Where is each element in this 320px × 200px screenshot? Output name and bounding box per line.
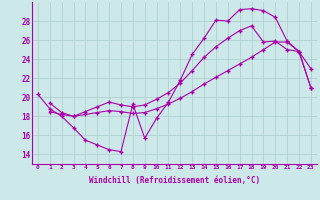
X-axis label: Windchill (Refroidissement éolien,°C): Windchill (Refroidissement éolien,°C) bbox=[89, 176, 260, 185]
